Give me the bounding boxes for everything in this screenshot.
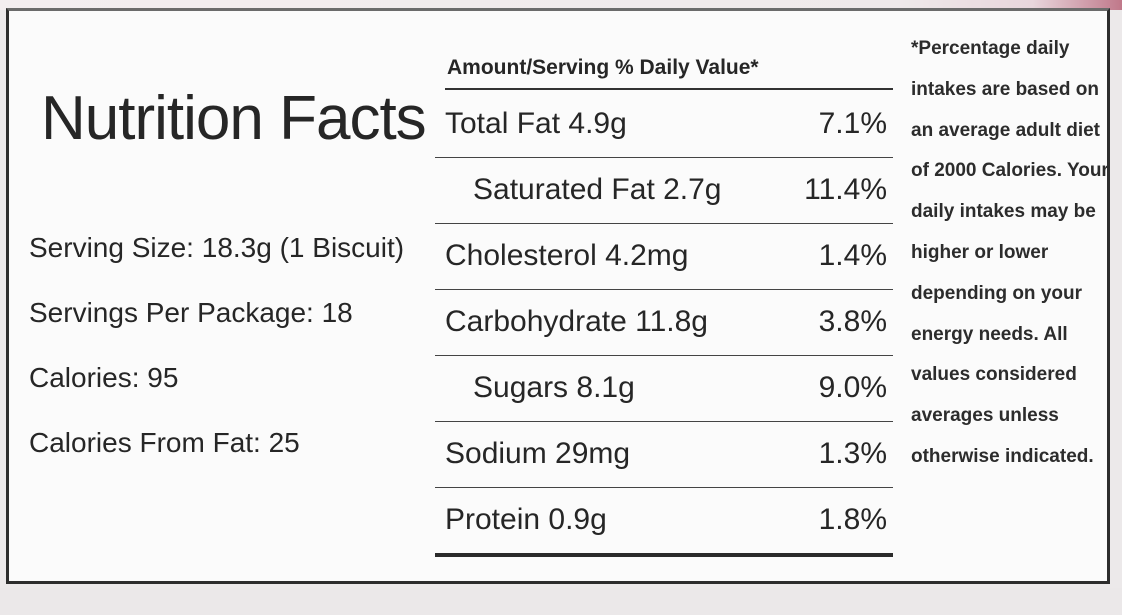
daily-value-pct: 9.0% — [818, 371, 887, 404]
footnote-line: of 2000 Calories. Your — [911, 160, 1109, 182]
footnote-line: values considered — [911, 364, 1077, 386]
daily-value-pct: 11.4% — [804, 173, 887, 206]
row-divider — [435, 157, 893, 158]
table-bottom-rule — [435, 553, 893, 557]
daily-value-footnote: *Percentage daily intakes are based on a… — [911, 29, 1121, 478]
daily-value-pct: 7.1% — [818, 107, 887, 140]
nutrition-panel: Nutrition Facts Serving Size: 18.3g (1 B… — [6, 8, 1110, 584]
footnote-line: *Percentage daily — [911, 38, 1070, 59]
row-divider — [435, 223, 893, 224]
nutrient-row-saturated-fat: Saturated Fat 2.7g 11.4% — [435, 157, 893, 223]
serving-size: Serving Size: 18.3g (1 Biscuit) — [29, 232, 405, 263]
footnote-line: otherwise indicated. — [911, 445, 1094, 467]
footnote-line: depending on your — [911, 282, 1082, 304]
nutrient-row-carbohydrate: Carbohydrate 11.8g 3.8% — [435, 289, 893, 355]
nutrient-row-total-fat: Total Fat 4.9g 7.1% — [435, 91, 893, 157]
table-header: Amount/Serving % Daily Value* — [447, 56, 759, 79]
footnote-line: higher or lower — [911, 241, 1049, 263]
header-rule — [445, 88, 893, 90]
panel-title: Nutrition Facts — [41, 84, 427, 153]
daily-value-pct: 1.3% — [818, 437, 887, 470]
footnote-line: an average adult diet — [911, 119, 1101, 141]
daily-value-pct: 1.8% — [818, 503, 887, 536]
footnote-line: energy needs. All — [911, 323, 1068, 345]
nutrient-row-sodium: Sodium 29mg 1.3% — [435, 421, 893, 487]
calories: Calories: 95 — [29, 362, 179, 393]
top-packaging-strip — [0, 0, 1122, 10]
nutrient-label: Carbohydrate 11.8g — [445, 305, 708, 338]
nutrient-label: Cholesterol 4.2mg — [445, 239, 689, 272]
row-divider — [435, 289, 893, 290]
footnote-line: daily intakes may be — [911, 201, 1096, 223]
nutrient-label: Total Fat 4.9g — [445, 107, 627, 140]
calories-from-fat: Calories From Fat: 25 — [29, 427, 300, 458]
nutrient-row-cholesterol: Cholesterol 4.2mg 1.4% — [435, 223, 893, 289]
nutrient-label: Saturated Fat 2.7g — [473, 173, 722, 206]
row-divider — [435, 487, 893, 488]
nutrient-label: Sodium 29mg — [445, 437, 631, 470]
footnote-line: intakes are based on — [911, 78, 1099, 100]
nutrient-label: Sugars 8.1g — [473, 371, 635, 404]
daily-value-pct: 1.4% — [818, 239, 887, 272]
nutrient-label: Protein 0.9g — [445, 503, 607, 536]
row-divider — [435, 421, 893, 422]
servings-per-package: Servings Per Package: 18 — [29, 297, 353, 328]
row-divider — [435, 355, 893, 356]
bottom-packaging-strip — [0, 588, 1122, 615]
nutrient-row-protein: Protein 0.9g 1.8% — [435, 487, 893, 553]
footnote-line: averages unless — [911, 405, 1059, 427]
nutrient-row-sugars: Sugars 8.1g 9.0% — [435, 355, 893, 421]
daily-value-pct: 3.8% — [818, 305, 887, 338]
